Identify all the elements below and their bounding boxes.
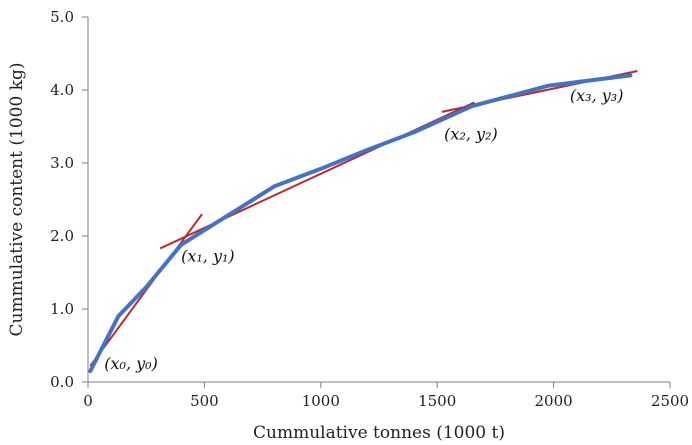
y-tick-label: 2.0 — [50, 227, 74, 245]
point-annotation: (x₁, y₁) — [181, 247, 235, 266]
y-tick-label: 0.0 — [50, 373, 74, 391]
tangent-line — [89, 213, 203, 367]
point-annotation: (x₀, y₀) — [104, 354, 158, 373]
axes — [87, 17, 670, 383]
y-tick-label: 1.0 — [50, 300, 74, 318]
point-annotation: (x₃, y₃) — [570, 86, 624, 105]
x-tick-label: 1000 — [302, 392, 340, 410]
y-tick-label: 4.0 — [50, 81, 74, 99]
x-axis-title: Cummulative tonnes (1000 t) — [253, 423, 505, 443]
x-tick-label: 2000 — [535, 392, 573, 410]
ticks: 0.0 1.0 2.0 3.0 4.0 5.0 0 500 1000 1500 2000 2500 — [50, 8, 689, 410]
annotations: (x₀, y₀) (x₁, y₁) (x₂, y₂) (x₃, y₃) — [104, 86, 623, 373]
y-axis-title: Cummulative content (1000 kg) — [7, 63, 27, 337]
x-tick-label: 500 — [190, 392, 219, 410]
tangent-lines — [89, 70, 638, 367]
data-series — [88, 73, 633, 374]
y-tick-label: 5.0 — [50, 8, 74, 26]
series-line — [88, 73, 633, 374]
point-annotation: (x₂, y₂) — [444, 125, 498, 144]
y-tick-label: 3.0 — [50, 154, 74, 172]
x-tick-label: 2500 — [651, 392, 689, 410]
x-tick-label: 0 — [83, 392, 93, 410]
x-tick-label: 1500 — [418, 392, 456, 410]
